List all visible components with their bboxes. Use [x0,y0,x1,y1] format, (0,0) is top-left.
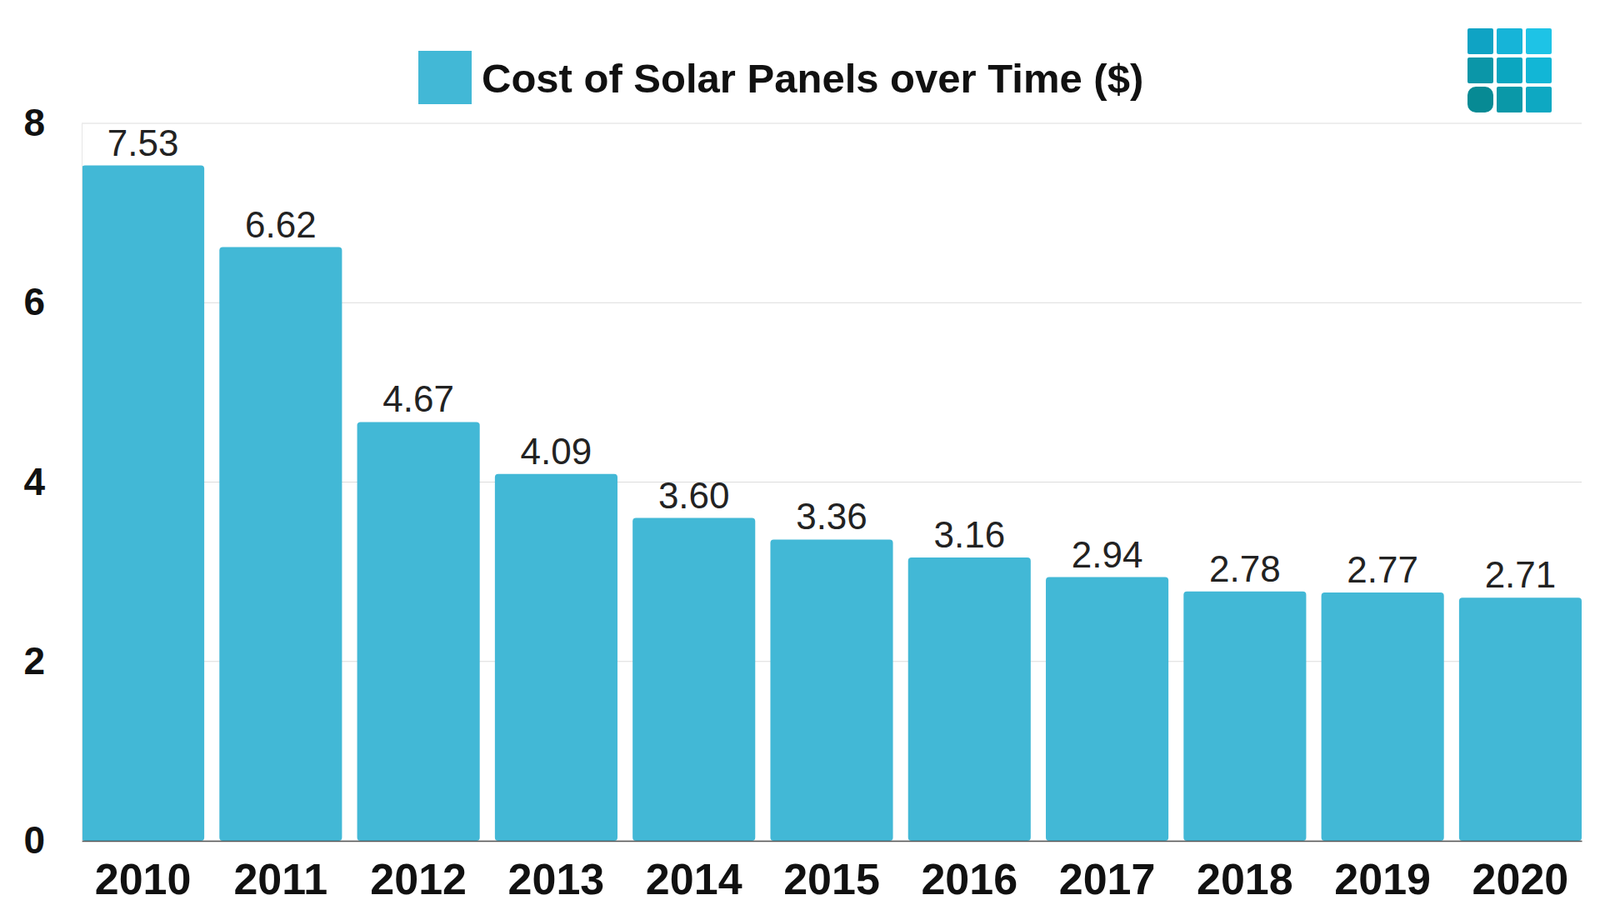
bar [81,165,205,841]
bar [770,539,893,841]
legend-label: Cost of Solar Panels over Time ($) [481,55,1144,101]
x-tick: 2011 [233,840,328,900]
logo-cell [1496,28,1523,55]
grid-line [81,123,1582,125]
y-tick: 6 [23,280,82,324]
x-tick-label: 2016 [920,855,1018,900]
y-tick: 2 [23,639,82,683]
x-tick-label: 2018 [1196,855,1294,900]
logo-cell [1496,86,1523,113]
x-tick-label: 2014 [645,855,743,900]
data-labels: 7.53 6.62 4.67 4.09 3.60 3.36 3.16 2.94 2.78 2.77… [107,122,1557,596]
y-axis-line [81,124,83,842]
data-label: 2.94 [1071,534,1144,575]
y-tick: 4 [23,460,82,504]
x-tick: 2013 [508,840,605,900]
bar [495,474,618,841]
logo-cell [1467,57,1494,84]
x-tick-label: 2015 [783,855,880,900]
x-tick: 2020 [1472,840,1570,900]
x-tick: 2019 [1334,840,1431,900]
bar [1183,591,1306,841]
x-axis-line [82,840,1583,843]
x-axis: 2010 2011 2012 2013 2014 2015 2016 2017 2018 2019… [82,840,1583,900]
legend: Cost of Solar Panels over Time ($) [418,50,1144,105]
bar [1459,597,1582,841]
data-label: 2.71 [1485,554,1557,595]
x-tick: 2017 [1059,840,1156,900]
y-tick-label: 4 [23,460,45,504]
x-tick: 2014 [645,840,743,900]
x-tick: 2016 [920,840,1018,900]
y-tick: 8 [23,100,82,145]
logo-cell [1525,57,1552,84]
bar [1045,577,1169,841]
x-tick-label: 2019 [1334,855,1431,900]
logo-cell [1496,57,1523,84]
logo-cell [1525,28,1552,55]
bar [1321,592,1445,841]
data-label: 4.09 [520,430,593,472]
data-label: 3.36 [795,495,868,537]
legend-swatch [418,50,472,105]
x-tick: 2012 [370,840,467,900]
logo [1467,28,1552,113]
x-tick-label: 2013 [508,855,605,900]
data-label: 2.78 [1209,548,1281,590]
y-axis: 0 2 4 6 8 [23,100,82,862]
y-tick-label: 0 [23,818,45,862]
data-label: 4.67 [382,378,455,420]
bar [357,421,480,841]
y-tick-label: 6 [23,280,45,324]
data-label: 3.16 [933,514,1005,555]
data-label: 6.62 [245,204,317,245]
x-tick-label: 2012 [370,855,467,900]
logo-cell [1467,28,1494,55]
chart: 2010 2011 2012 2013 2014 2015 2016 2017 2018 2019… [0,0,1600,900]
bar [219,247,342,841]
logo-cell [1467,86,1494,113]
x-tick: 2010 [95,840,192,900]
x-tick-label: 2017 [1059,855,1156,900]
y-tick-label: 8 [23,100,45,145]
grid [81,123,1582,841]
x-tick-label: 2010 [95,855,192,900]
y-tick: 0 [23,818,82,862]
x-tick-label: 2011 [233,855,328,900]
x-tick-label: 2020 [1472,855,1570,900]
bar [632,518,755,841]
bars [81,165,1582,841]
bar [908,557,1031,841]
data-label: 3.60 [658,475,730,516]
y-tick-label: 2 [23,639,45,683]
x-tick: 2015 [783,840,880,900]
x-tick: 2018 [1196,840,1294,900]
logo-cell [1525,86,1552,113]
data-label: 7.53 [107,122,180,164]
data-label: 2.77 [1346,549,1419,590]
